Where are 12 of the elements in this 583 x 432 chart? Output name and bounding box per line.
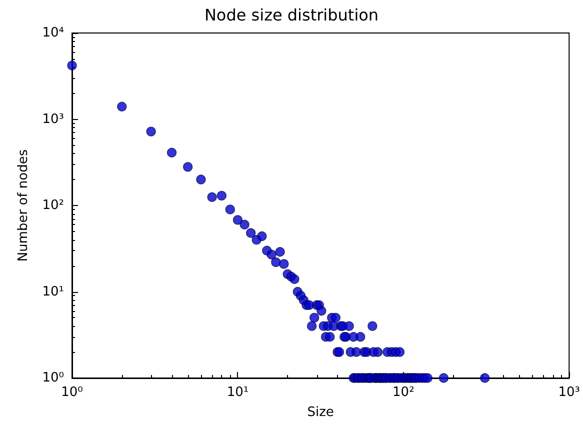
y-tick-label: 10¹ [42, 284, 64, 300]
x-axis-title: Size [307, 405, 334, 420]
chart-title: Node size distribution [204, 6, 379, 24]
y-tick-label: 10⁰ [42, 370, 64, 386]
y-tick-label: 10² [42, 198, 64, 213]
x-tick-label: 10¹ [226, 385, 249, 400]
x-tick-label: 10³ [558, 385, 580, 400]
x-tick-label: 10⁰ [61, 385, 83, 400]
y-tick-label: 10³ [42, 112, 64, 127]
y-tick-label: 10⁴ [42, 26, 64, 40]
x-tick-label: 10² [392, 385, 414, 400]
y-axis-title: Number of nodes [16, 149, 31, 262]
